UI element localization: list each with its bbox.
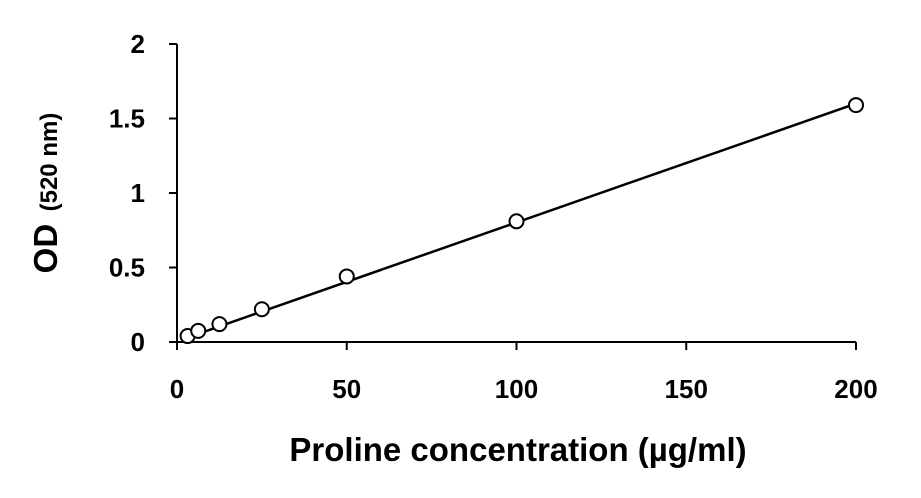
- y-axis-title-main: OD: [27, 224, 64, 274]
- y-tick-label: 1: [131, 178, 145, 208]
- y-axis-title-unit: (520 nm): [36, 113, 63, 212]
- data-point: [253, 301, 270, 318]
- y-tick-label: 0.5: [109, 253, 145, 283]
- data-point: [211, 316, 228, 333]
- x-tick-label: 50: [332, 374, 361, 404]
- x-tick-label: 150: [665, 374, 708, 404]
- y-tick-label: 0: [131, 327, 145, 357]
- x-tick-label: 0: [170, 374, 184, 404]
- data-points: [179, 97, 864, 345]
- x-axis-title: Proline concentration (µg/ml): [289, 431, 746, 468]
- y-tick-label: 2: [131, 29, 145, 59]
- y-ticks: 0 0.5 1 1.5 2: [109, 29, 177, 357]
- data-point: [190, 322, 207, 339]
- x-tick-label: 200: [834, 374, 877, 404]
- data-point: [338, 268, 355, 285]
- y-tick-label: 1.5: [109, 104, 145, 134]
- y-axis-title: OD (520 nm): [27, 113, 64, 274]
- data-point: [508, 213, 525, 230]
- x-tick-label: 100: [495, 374, 538, 404]
- x-ticks: 0 50 100 150 200: [170, 342, 878, 404]
- axes: [176, 44, 856, 343]
- data-point: [848, 97, 864, 114]
